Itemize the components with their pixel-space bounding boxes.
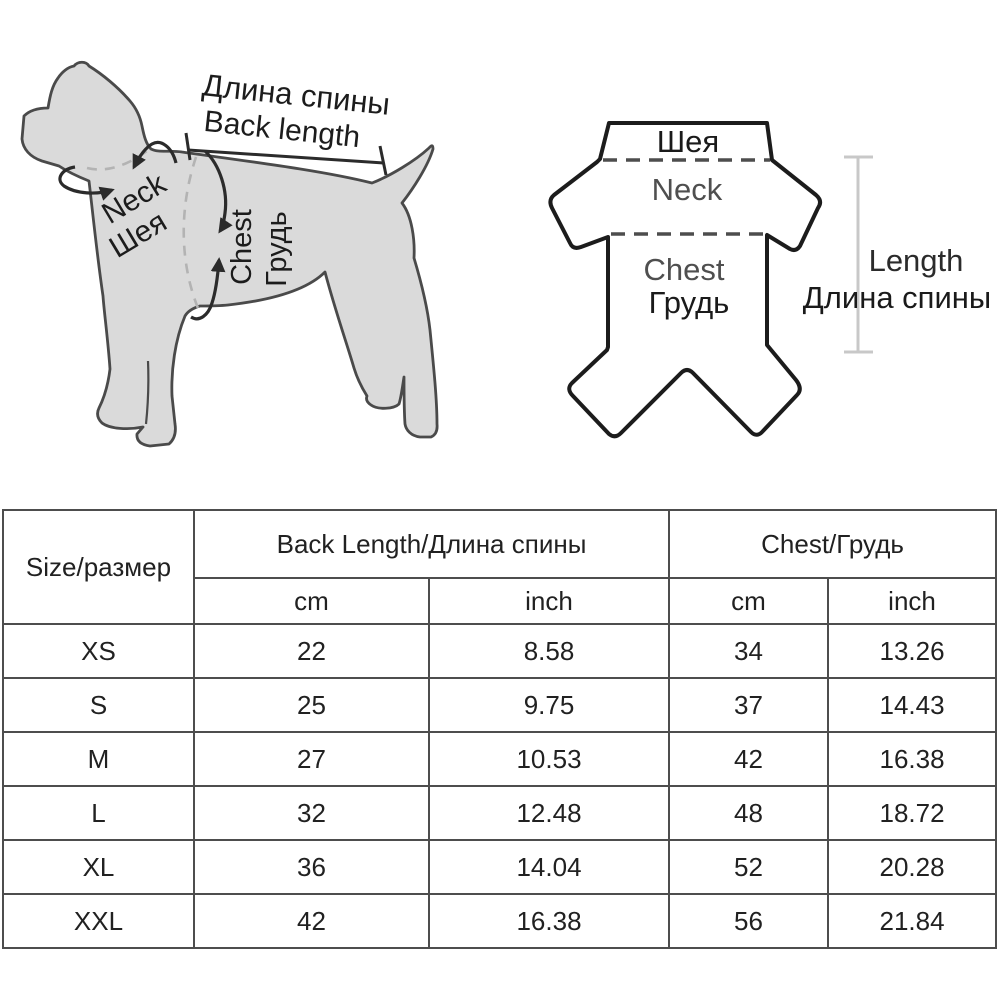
table-row: L 32 12.48 48 18.72 bbox=[2, 785, 998, 841]
table-cell-back_cm: 27 bbox=[193, 731, 430, 787]
table-header-row: Size/размер Back Length/Длина спины Ches… bbox=[2, 509, 998, 625]
garment-neck-label-en: Neck bbox=[652, 172, 723, 207]
table-cell-chest_cm: 56 bbox=[668, 893, 830, 949]
table-row: XXL 42 16.38 56 21.84 bbox=[2, 893, 998, 949]
table-cell-chest_inch: 18.72 bbox=[827, 785, 998, 841]
table-cell-chest_inch: 16.38 bbox=[827, 731, 998, 787]
table-cell-back_inch: 16.38 bbox=[427, 893, 671, 949]
header-back-cm: cm bbox=[193, 577, 430, 625]
chest-measure-arrow-lower bbox=[190, 257, 226, 321]
header-back-inch: inch bbox=[427, 577, 671, 625]
header-chest: Chest/Грудь bbox=[668, 509, 998, 579]
table-cell-chest_inch: 14.43 bbox=[827, 677, 998, 733]
neck-measure-arrow-upper bbox=[132, 141, 178, 170]
chest-dashed-line bbox=[182, 156, 202, 314]
table-cell-back_cm: 22 bbox=[193, 623, 430, 679]
back-length-bracket-line bbox=[187, 148, 384, 165]
table-cell-chest_inch: 20.28 bbox=[827, 839, 998, 895]
header-back-length: Back Length/Длина спины bbox=[192, 509, 671, 579]
garment-neck-label-ru: Шея bbox=[657, 124, 719, 159]
size-table: Size/размер Back Length/Длина спины Ches… bbox=[2, 509, 998, 949]
table-cell-back_cm: 32 bbox=[193, 785, 430, 841]
table-row: M 27 10.53 42 16.38 bbox=[2, 731, 998, 787]
table-cell-back_inch: 9.75 bbox=[427, 677, 671, 733]
neck-measure-arrow-lower bbox=[58, 165, 115, 201]
table-cell-back_inch: 10.53 bbox=[427, 731, 671, 787]
header-chest-cm: cm bbox=[668, 577, 830, 625]
table-row: XL 36 14.04 52 20.28 bbox=[2, 839, 998, 895]
back-length-bracket-left-tick bbox=[184, 132, 192, 161]
table-row: S 25 9.75 37 14.43 bbox=[2, 677, 998, 733]
length-label-ru: Длина спины bbox=[803, 280, 991, 315]
table-cell-chest_cm: 37 bbox=[668, 677, 830, 733]
dog-chest-label-en: Chest bbox=[226, 209, 258, 285]
table-cell-back_cm: 36 bbox=[193, 839, 430, 895]
table-row: XS 22 8.58 34 13.26 bbox=[2, 623, 998, 679]
table-cell-chest_inch: 21.84 bbox=[827, 893, 998, 949]
table-cell-chest_cm: 34 bbox=[668, 623, 830, 679]
dog-chest-label-ru: Грудь bbox=[261, 211, 293, 286]
table-cell-back_cm: 25 bbox=[193, 677, 430, 733]
dog-front-leg-split-line bbox=[144, 360, 150, 425]
chest-measure-arrow-upper bbox=[203, 149, 233, 234]
table-cell-chest_cm: 48 bbox=[668, 785, 830, 841]
dog-silhouette bbox=[20, 60, 439, 448]
table-cell-size: XS bbox=[2, 623, 195, 679]
garment-chest-label-en: Chest bbox=[644, 252, 725, 287]
table-cell-size: S bbox=[2, 677, 195, 733]
table-cell-back_inch: 8.58 bbox=[427, 623, 671, 679]
table-cell-size: XL bbox=[2, 839, 195, 895]
garment-chest-label-ru: Грудь bbox=[649, 285, 730, 320]
table-cell-size: L bbox=[2, 785, 195, 841]
table-cell-chest_cm: 52 bbox=[668, 839, 830, 895]
table-subheader-row: cm inch cm inch bbox=[3, 577, 998, 625]
table-cell-size: XXL bbox=[2, 893, 195, 949]
table-cell-chest_cm: 42 bbox=[668, 731, 830, 787]
garment-outline bbox=[548, 121, 823, 439]
table-cell-chest_inch: 13.26 bbox=[827, 623, 998, 679]
table-cell-back_inch: 14.04 bbox=[427, 839, 671, 895]
back-length-bracket-right-tick bbox=[378, 145, 388, 176]
header-chest-inch: inch bbox=[827, 577, 998, 625]
header-size: Size/размер bbox=[2, 509, 195, 625]
measurement-diagram: Длина спины Back length Neck Шея Chest Г… bbox=[20, 60, 991, 448]
length-label-en: Length bbox=[869, 243, 964, 278]
table-cell-back_inch: 12.48 bbox=[427, 785, 671, 841]
table-cell-back_cm: 42 bbox=[193, 893, 430, 949]
size-table-body: Size/размер Back Length/Длина спины Ches… bbox=[2, 509, 998, 949]
table-cell-size: M bbox=[2, 731, 195, 787]
